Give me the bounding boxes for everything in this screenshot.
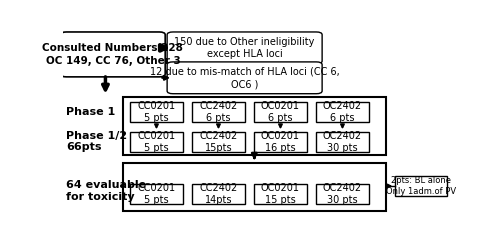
Text: CC2402
6 pts: CC2402 6 pts	[200, 101, 237, 123]
FancyBboxPatch shape	[395, 176, 448, 196]
Text: 2pts: BL alone
Only 1adm.of PV: 2pts: BL alone Only 1adm.of PV	[386, 176, 456, 196]
Text: 64 evaluable
for toxicity: 64 evaluable for toxicity	[66, 180, 146, 202]
FancyBboxPatch shape	[254, 132, 306, 152]
Text: CC0201
5 pts: CC0201 5 pts	[138, 101, 175, 123]
Text: OC0201
15 pts: OC0201 15 pts	[261, 183, 300, 206]
Text: 12 due to mis-match of HLA loci (CC 6,
OC6 ): 12 due to mis-match of HLA loci (CC 6, O…	[150, 67, 340, 89]
FancyBboxPatch shape	[192, 102, 244, 122]
FancyBboxPatch shape	[316, 132, 368, 152]
Text: OC0201
16 pts: OC0201 16 pts	[261, 131, 300, 153]
Text: CC2402
15pts: CC2402 15pts	[200, 131, 237, 153]
Text: Phase 1: Phase 1	[66, 107, 116, 117]
FancyBboxPatch shape	[130, 132, 182, 152]
FancyBboxPatch shape	[192, 132, 244, 152]
Text: Phase 1/2
66pts: Phase 1/2 66pts	[66, 131, 128, 152]
FancyBboxPatch shape	[167, 62, 322, 94]
Text: OC2402
6 pts: OC2402 6 pts	[323, 101, 362, 123]
Text: OC0201
6 pts: OC0201 6 pts	[261, 101, 300, 123]
FancyBboxPatch shape	[254, 102, 306, 122]
Text: CC0201
5 pts: CC0201 5 pts	[138, 131, 175, 153]
FancyBboxPatch shape	[316, 184, 368, 204]
FancyBboxPatch shape	[122, 163, 386, 211]
Text: CC2402
14pts: CC2402 14pts	[200, 183, 237, 206]
Text: Consulted Numbers 228
OC 149, CC 76, Other 3: Consulted Numbers 228 OC 149, CC 76, Oth…	[42, 43, 184, 66]
FancyBboxPatch shape	[316, 102, 368, 122]
Text: 150 due to Other ineligibility
except HLA loci: 150 due to Other ineligibility except HL…	[174, 37, 315, 59]
FancyBboxPatch shape	[60, 32, 165, 77]
Text: OC2402
30 pts: OC2402 30 pts	[323, 183, 362, 206]
FancyBboxPatch shape	[254, 184, 306, 204]
Text: CC0201
5 pts: CC0201 5 pts	[138, 183, 175, 206]
FancyBboxPatch shape	[130, 102, 182, 122]
FancyBboxPatch shape	[130, 184, 182, 204]
FancyBboxPatch shape	[167, 32, 322, 64]
FancyBboxPatch shape	[192, 184, 244, 204]
FancyBboxPatch shape	[122, 96, 386, 155]
Text: OC2402
30 pts: OC2402 30 pts	[323, 131, 362, 153]
